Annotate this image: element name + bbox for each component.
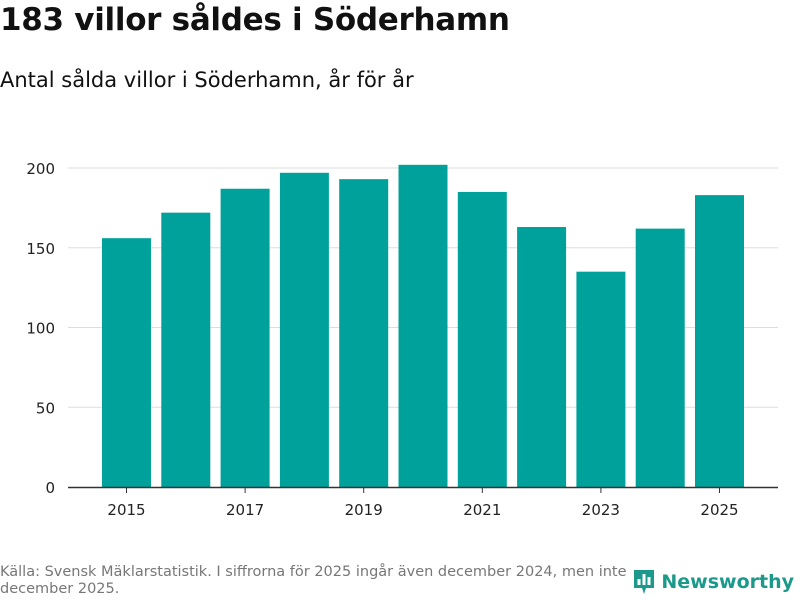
- chart-subtitle: Antal sålda villor i Söderhamn, år för å…: [0, 68, 414, 92]
- bar-2023: [576, 271, 626, 487]
- bar-2019: [339, 179, 389, 487]
- bar-2022: [517, 227, 567, 487]
- y-tick-label-150: 150: [26, 240, 55, 258]
- bar-2025: [695, 195, 744, 487]
- bar-2016: [161, 212, 211, 487]
- newsworthy-logo-icon: [634, 570, 655, 594]
- y-tick-label-50: 50: [36, 399, 55, 417]
- x-tick-label-2023: 2023: [582, 501, 620, 519]
- bar-2021: [457, 191, 507, 488]
- y-tick-label-100: 100: [26, 320, 55, 338]
- bar-2017: [220, 188, 270, 488]
- bar-2015: [102, 238, 151, 487]
- bar-2018: [279, 172, 329, 487]
- x-tick-label-2025: 2025: [700, 501, 738, 519]
- y-tick-label-200: 200: [26, 160, 55, 178]
- x-tick-label-2017: 2017: [226, 501, 264, 519]
- y-tick-label-0: 0: [45, 479, 55, 497]
- brand-name: Newsworthy: [661, 571, 794, 593]
- chart-title: 183 villor såldes i Söderhamn: [0, 2, 510, 38]
- x-tick-label-2019: 2019: [345, 501, 383, 519]
- source-note: Källa: Svensk Mäklarstatistik. I siffror…: [0, 564, 627, 597]
- x-tick-label-2015: 2015: [107, 501, 145, 519]
- newsworthy-brand[interactable]: Newsworthy: [632, 568, 794, 596]
- bar-2020: [398, 164, 448, 487]
- bar-2024: [635, 228, 685, 488]
- bar-chart: 0 50 100 150 200 2015 2017 2019 2021 2023 2025: [26, 160, 778, 519]
- x-tick-label-2021: 2021: [463, 501, 501, 519]
